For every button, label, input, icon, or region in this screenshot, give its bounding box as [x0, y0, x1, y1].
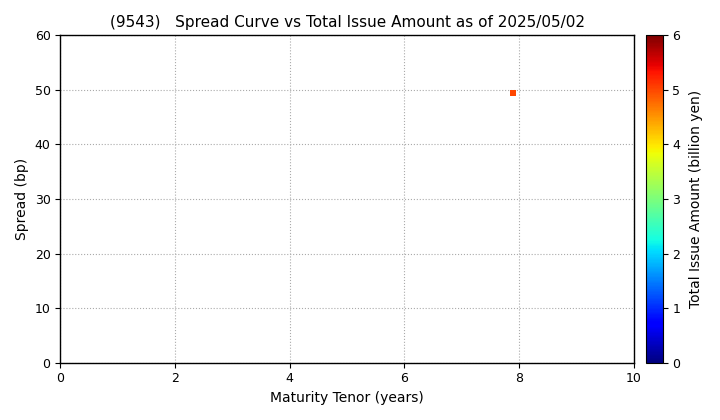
Y-axis label: Spread (bp): Spread (bp)	[15, 158, 29, 240]
Y-axis label: Total Issue Amount (billion yen): Total Issue Amount (billion yen)	[688, 90, 703, 308]
X-axis label: Maturity Tenor (years): Maturity Tenor (years)	[270, 391, 424, 405]
Title: (9543)   Spread Curve vs Total Issue Amount as of 2025/05/02: (9543) Spread Curve vs Total Issue Amoun…	[109, 15, 585, 30]
Point	[508, 89, 519, 96]
